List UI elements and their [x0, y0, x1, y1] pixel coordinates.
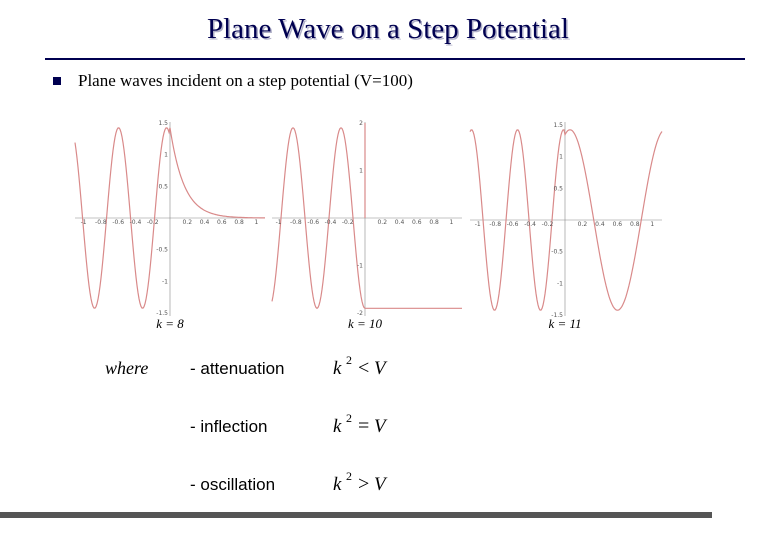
footer-bar	[0, 512, 712, 518]
x-tick-label: -0.6	[307, 219, 319, 226]
y-tick-label: -1	[357, 263, 363, 270]
plot-label: k = 8	[156, 316, 184, 331]
x-tick-label: 0.8	[429, 219, 439, 226]
x-tick-label: 0.6	[613, 221, 623, 228]
x-tick-label: 0.4	[395, 219, 405, 226]
x-tick-label: 0.4	[595, 221, 605, 228]
y-tick-label: -1	[557, 280, 563, 287]
x-tick-label: 0.2	[578, 221, 588, 228]
x-tick-label: 1	[449, 219, 453, 226]
x-tick-label: 0.8	[630, 221, 640, 228]
formula-rhs: V	[374, 416, 388, 437]
formula-lhs: k	[333, 358, 342, 379]
y-tick-label: -0.5	[156, 247, 168, 254]
y-tick-label: 1	[164, 152, 168, 159]
x-tick-label: -0.4	[524, 221, 536, 228]
formula-rhs: V	[374, 474, 388, 495]
x-tick-label: 1	[254, 219, 258, 226]
formula-lhs: k	[333, 474, 342, 495]
x-tick-label: -1	[276, 219, 282, 226]
x-tick-label: -0.6	[112, 219, 124, 226]
x-tick-label: 0.6	[412, 219, 422, 226]
y-tick-label: -1.5	[156, 310, 168, 317]
bullet-icon	[53, 77, 61, 85]
x-tick-label: -0.4	[130, 219, 142, 226]
y-tick-label: 1.5	[158, 120, 168, 127]
y-tick-label: 1.5	[553, 122, 563, 129]
wave-curve	[469, 129, 663, 311]
x-tick-label: -0.8	[290, 219, 302, 226]
x-tick-label: -0.2	[147, 219, 159, 226]
x-tick-label: -1	[81, 219, 87, 226]
formula-relation: =	[358, 415, 369, 437]
x-tick-label: -0.8	[95, 219, 107, 226]
plots: -1 -0.8 -0.6 -0.4 -0.2 0.2 0.4 0.6 0.8 1 1.5 1 0.5 -0…	[74, 120, 663, 331]
x-tick-label: -0.2	[342, 219, 354, 226]
y-tick-label: 0.5	[158, 183, 168, 190]
plot-label: k = 10	[348, 316, 383, 331]
x-tick-label: -1	[475, 221, 481, 228]
legend-text: - attenuation	[190, 359, 285, 378]
formula-lhs: k	[333, 416, 342, 437]
bullet-text: Plane waves incident on a step potential…	[78, 71, 413, 90]
plot: -1 -0.8 -0.6 -0.4 -0.2 0.2 0.4 0.6 0.8 1 1.5 1 0.5 -0…	[74, 120, 265, 331]
wave-curve	[74, 127, 265, 309]
y-tick-label: 1	[559, 154, 563, 161]
y-tick-label: -0.5	[551, 249, 563, 256]
formula-rhs: V	[374, 358, 388, 379]
legend: where - attenuation k 2 < V- inflection k 2 = V-…	[105, 353, 388, 495]
x-tick-label: -0.8	[489, 221, 501, 228]
plot: -1 -0.8 -0.6 -0.4 -0.2 0.2 0.4 0.6 0.8 1 2 1 -1 -2k =…	[271, 120, 462, 331]
title-shadow: Plane Wave on a Step Potential	[209, 15, 571, 47]
where-label: where	[105, 358, 148, 378]
formula-relation: >	[358, 473, 369, 495]
y-tick-label: 0.5	[553, 185, 563, 192]
plot-label: k = 11	[548, 316, 581, 331]
legend-text: - inflection	[190, 417, 267, 436]
y-tick-label: -2	[357, 310, 363, 317]
legend-text: - oscillation	[190, 475, 275, 494]
x-tick-label: 0.2	[182, 219, 192, 226]
y-tick-label: 2	[359, 120, 363, 127]
x-tick-label: -0.2	[542, 221, 554, 228]
x-tick-label: 0.8	[234, 219, 244, 226]
y-tick-label: -1.5	[551, 312, 563, 319]
formula-relation: <	[358, 357, 369, 379]
title: Plane Wave on a Step Potential	[207, 13, 569, 45]
plot: -1 -0.8 -0.6 -0.4 -0.2 0.2 0.4 0.6 0.8 1 1.5 1 0.5 -0…	[469, 122, 663, 331]
x-tick-label: -0.4	[325, 219, 337, 226]
x-tick-label: 0.4	[200, 219, 210, 226]
x-tick-label: 1	[650, 221, 654, 228]
formula-power: 2	[346, 411, 352, 425]
formula-power: 2	[346, 469, 352, 483]
y-tick-label: 1	[359, 168, 363, 175]
y-tick-label: -1	[162, 278, 168, 285]
formula-power: 2	[346, 353, 352, 367]
x-tick-label: 0.2	[377, 219, 387, 226]
x-tick-label: -0.6	[507, 221, 519, 228]
wave-curve	[271, 123, 462, 310]
x-tick-label: 0.6	[217, 219, 227, 226]
